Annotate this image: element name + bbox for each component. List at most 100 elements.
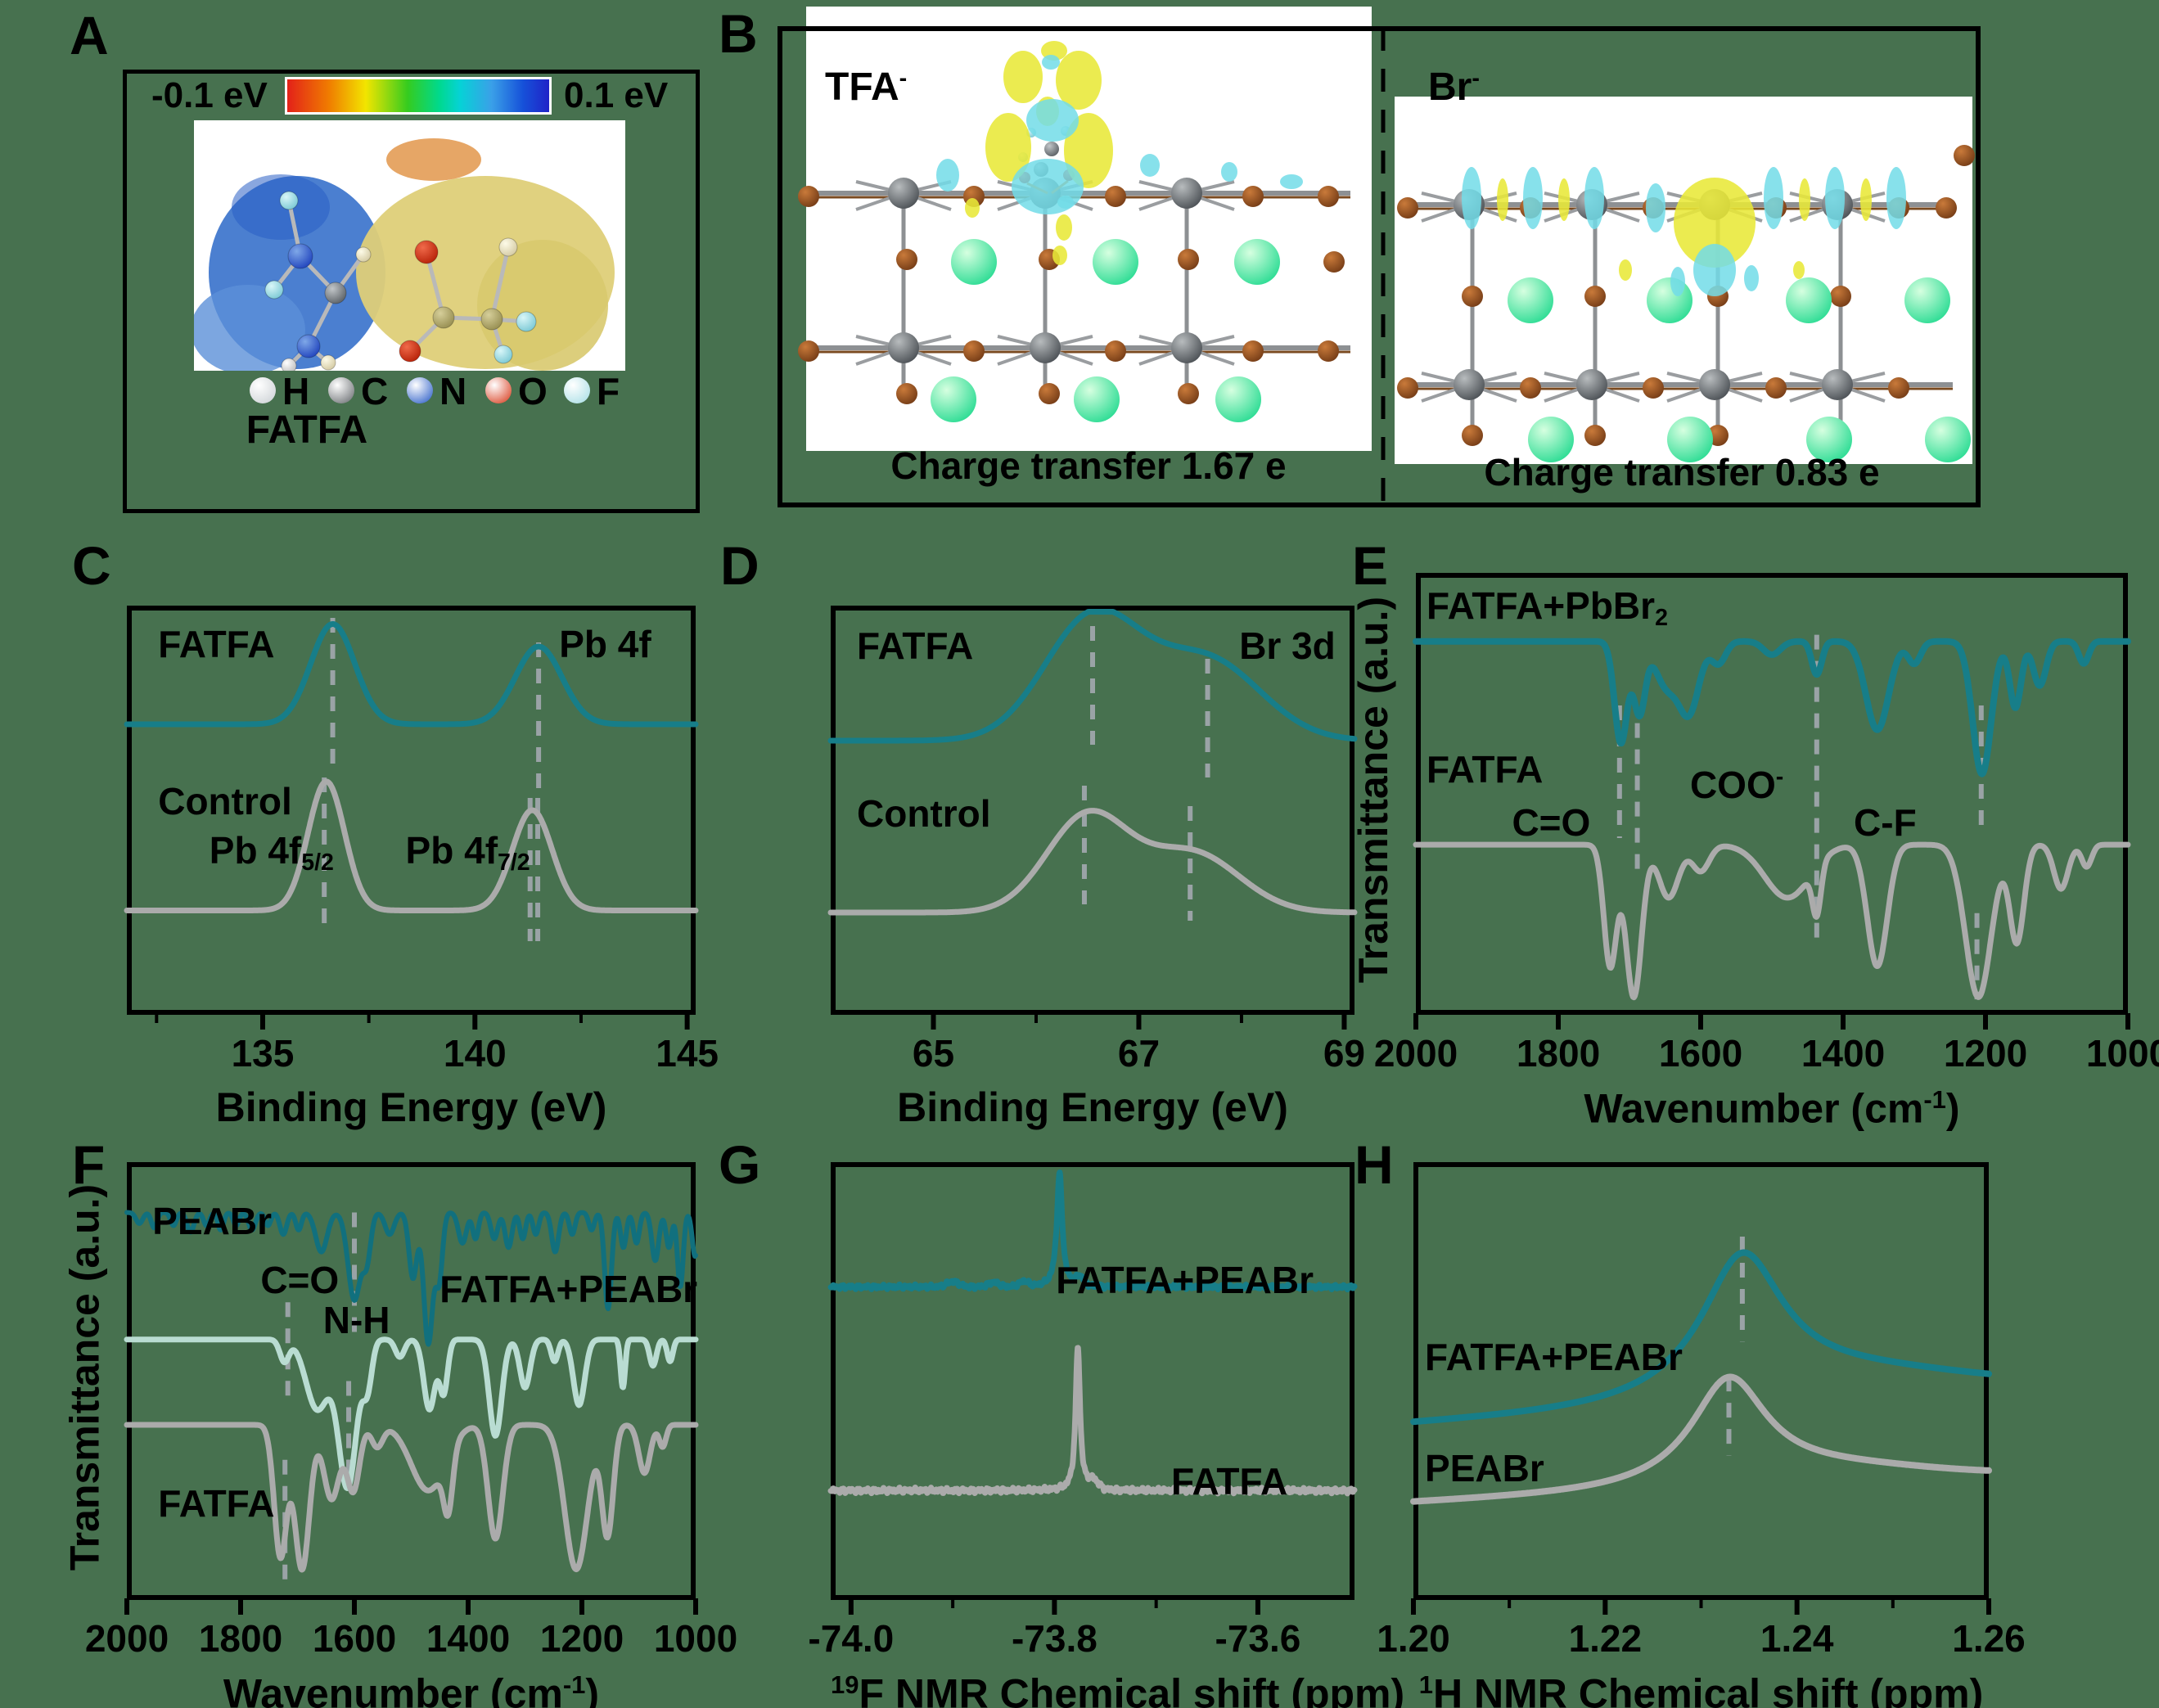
panel-b-charge-transfer: TFA- Br- Charge transfer 1.67 e Charge t…	[778, 7, 1981, 507]
plot-F	[124, 1162, 699, 1615]
esp-surface-blob	[191, 285, 305, 375]
br-atom	[1936, 197, 1957, 219]
charge-gain-isosurface	[1793, 261, 1805, 279]
axis-frame	[1416, 573, 2128, 1015]
atom-olive	[480, 308, 503, 331]
plot-D	[827, 606, 1358, 1030]
plot-annotation: Control	[857, 792, 991, 835]
bond	[489, 246, 511, 320]
tick-label: 1.26	[1952, 1617, 2026, 1660]
cs-atom	[1904, 277, 1950, 323]
br-atom	[1397, 377, 1418, 399]
atom-red	[399, 340, 421, 363]
atom-cream	[498, 237, 518, 257]
charge-loss-isosurface	[1280, 174, 1303, 189]
br-atom	[1520, 377, 1541, 399]
tick-label: 140	[443, 1032, 507, 1075]
series-Control	[827, 808, 1358, 916]
plot-G	[827, 1162, 1358, 1615]
charge-transfer-tfa-caption: Charge transfer 1.67 e	[890, 444, 1287, 487]
tick-label: 2000	[84, 1617, 169, 1660]
plot-annotation: C=O	[1512, 800, 1591, 844]
atom-cyan	[494, 345, 513, 364]
legend-atom-c	[328, 377, 354, 403]
legend-letter-f: F	[597, 370, 620, 412]
x-axis-label: Binding Energy (eV)	[897, 1084, 1288, 1130]
pb-atom	[1822, 369, 1853, 400]
charge-loss-isosurface	[1057, 196, 1074, 209]
panel-b-border	[778, 26, 1981, 507]
plot-annotation: Br 3d	[1239, 624, 1336, 667]
plot-annotation: C=O	[260, 1259, 340, 1302]
cs-atom	[1074, 376, 1120, 422]
charge-loss-isosurface	[1693, 244, 1736, 296]
series-Control	[124, 778, 699, 913]
br-atom	[1323, 251, 1345, 273]
x-axis-label: 1H NMR Chemical shift (ppm)	[1418, 1670, 1984, 1708]
br-atom	[1105, 340, 1126, 362]
br-atom	[1954, 145, 1975, 166]
charge-gain-isosurface	[1003, 51, 1043, 103]
colorbar-max-label: 0.1 eV	[564, 75, 669, 115]
plot-C	[124, 606, 699, 1030]
charge-loss-isosurface	[1042, 55, 1060, 70]
esp-molecule-image	[191, 120, 625, 375]
chart-xps-br3d: 65 67 69 FATFA Br 3d Control Binding Energy (e…	[827, 606, 1365, 1128]
br-atom	[963, 340, 985, 362]
charge-loss-isosurface	[1886, 167, 1906, 229]
charge-transfer-br-caption: Charge transfer 0.83 e	[1484, 451, 1880, 493]
cs-atom	[1215, 376, 1261, 422]
series-FATFA+PEABr	[827, 1169, 1358, 1293]
legend-letter-c: C	[361, 370, 389, 412]
molecule-caption: FATFA	[246, 408, 368, 452]
br-atom	[1105, 186, 1126, 207]
cs-atom	[1806, 417, 1852, 462]
legend-atom-n	[407, 377, 433, 403]
charge-gain-isosurface	[965, 198, 980, 218]
br-atom	[896, 383, 917, 404]
tick-label: 1400	[426, 1617, 511, 1660]
atom-blue	[296, 334, 321, 358]
charge-gain-isosurface	[1799, 178, 1810, 221]
axis-frame	[127, 606, 696, 1015]
charge-loss-isosurface	[1523, 167, 1543, 229]
panel-letter-h: H	[1354, 1134, 1394, 1195]
panel-letter-d: D	[720, 535, 759, 596]
esp-surface-blob	[386, 138, 481, 181]
axis-frame	[831, 1162, 1354, 1600]
tick-label: 1600	[1658, 1032, 1743, 1075]
cs-atom	[1093, 239, 1138, 285]
tick-label: 2000	[1373, 1032, 1458, 1075]
plot-annotation: FATFA	[158, 1482, 275, 1525]
charge-loss-isosurface	[1012, 159, 1084, 214]
cs-atom	[931, 376, 976, 422]
br-atom	[1178, 249, 1199, 270]
tick-label: 65	[912, 1032, 955, 1075]
br-atom	[1178, 383, 1199, 404]
tick-label: 135	[231, 1032, 295, 1075]
panel-a-esp-map: -0.1 eV 0.1 eV H C N O F FATFA	[123, 70, 700, 513]
br-atom	[1462, 425, 1483, 446]
tick-label: 69	[1323, 1032, 1366, 1075]
cs-atom	[1647, 277, 1692, 323]
charge-loss-isosurface	[1462, 167, 1481, 229]
plot-E	[1413, 573, 2131, 1030]
colorbar-min-label: -0.1 eV	[151, 75, 268, 115]
panel-letter-c: C	[72, 535, 111, 596]
legend-atom-f	[564, 377, 590, 403]
br-atom	[1397, 197, 1418, 219]
panel-letter-a: A	[70, 5, 109, 65]
series-FATFA	[124, 1422, 699, 1573]
atom-white	[281, 358, 297, 374]
series-FATFA+PEABr	[1410, 1249, 1992, 1426]
tick-label: -73.6	[1215, 1617, 1301, 1660]
x-axis-label: 19F NMR Chemical shift (ppm)	[831, 1670, 1405, 1708]
cs-atom	[1234, 239, 1280, 285]
br-atom	[1584, 286, 1606, 307]
tick-label: 1.24	[1760, 1617, 1834, 1660]
tfa-anion-label: TFA-	[825, 65, 908, 109]
plot-H	[1410, 1162, 1992, 1615]
charge-gain-isosurface	[1497, 178, 1508, 221]
tick-label: -74.0	[808, 1617, 895, 1660]
